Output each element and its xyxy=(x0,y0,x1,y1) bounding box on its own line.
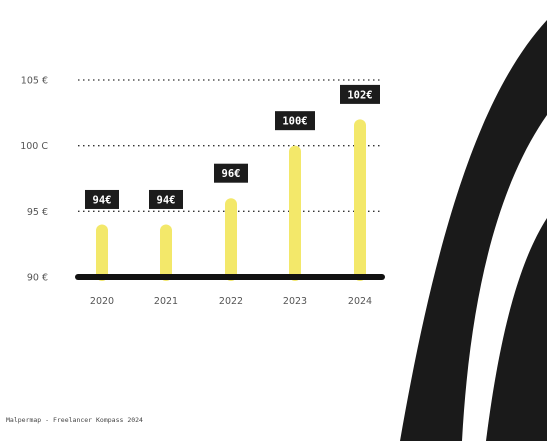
x-axis-ticks: 2020 2021 2022 2023 2024 xyxy=(90,296,372,307)
data-label-box xyxy=(214,163,248,183)
data-label-2024: 102€ xyxy=(340,84,380,104)
gridlines xyxy=(78,79,382,212)
bar-2022 xyxy=(225,198,237,281)
x-tick-label: 2022 xyxy=(219,296,243,307)
bars xyxy=(96,119,366,282)
data-label-2021: 94€ xyxy=(149,189,183,209)
bar-2024 xyxy=(354,119,366,282)
y-tick-label: 95 € xyxy=(27,207,48,218)
data-label-text: 102€ xyxy=(347,89,372,101)
bar-2021 xyxy=(160,224,172,281)
bar-2020 xyxy=(96,224,108,281)
x-tick-label: 2021 xyxy=(154,296,178,307)
background-stripes xyxy=(400,20,547,441)
decorative-stripe-inner xyxy=(486,218,547,441)
data-label-box xyxy=(340,84,380,104)
data-label-2023: 100€ xyxy=(275,111,315,131)
y-tick-label: 105 € xyxy=(21,76,48,87)
data-label-box xyxy=(85,189,119,209)
data-label-text: 100€ xyxy=(282,116,307,128)
data-label-2020: 94€ xyxy=(85,189,119,209)
bar-2023 xyxy=(289,145,301,281)
data-label-box xyxy=(275,111,315,131)
source-footer: Malpermap - Freelancer Kompass 2024 xyxy=(6,416,143,424)
data-label-2022: 96€ xyxy=(214,163,248,183)
data-label-text: 96€ xyxy=(222,168,241,180)
data-label-text: 94€ xyxy=(157,194,176,206)
y-tick-label: 100 C xyxy=(20,141,48,152)
y-axis-ticks: 90 € 95 € 100 C 105 € xyxy=(20,76,48,284)
x-tick-label: 2023 xyxy=(283,296,307,307)
data-labels: 94€ 94€ 96€ 100€ 102€ xyxy=(85,84,380,209)
data-label-box xyxy=(149,189,183,209)
x-tick-label: 2020 xyxy=(90,296,114,307)
y-tick-label: 90 € xyxy=(27,273,48,284)
x-tick-label: 2024 xyxy=(348,296,372,307)
decorative-stripe-outer xyxy=(400,20,547,441)
data-label-text: 94€ xyxy=(93,194,112,206)
